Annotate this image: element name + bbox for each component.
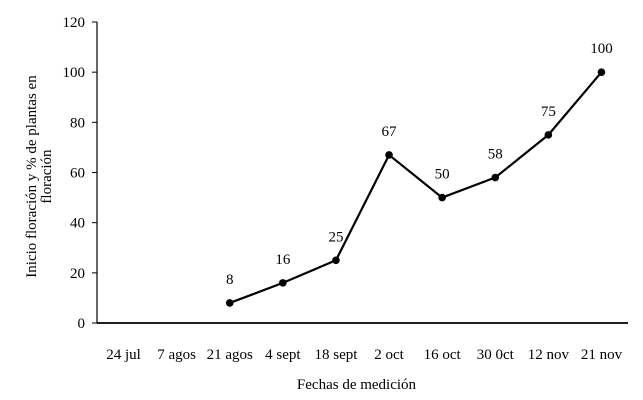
data-point: [544, 131, 553, 139]
data-point: [385, 151, 393, 159]
x-tick-label: 30 0ct: [477, 347, 515, 363]
y-axis-title: Inicio floración y % de plantas en flora…: [24, 75, 55, 278]
x-tick-label: 4 sept: [265, 347, 301, 363]
data-label: 25: [328, 229, 343, 245]
data-label: 67: [382, 124, 398, 140]
data-label: 8: [226, 272, 234, 288]
y-tick-label: 0: [78, 316, 86, 332]
y-axis-title-line-1: Inicio floración y % de plantas en: [24, 75, 40, 278]
data-label: 58: [488, 147, 503, 163]
y-axis-title-line-2: floración: [39, 149, 55, 204]
y-axis-ticks: 0 20 40 60 80 100 120: [63, 15, 97, 332]
x-tick-label: 18 sept: [314, 347, 358, 363]
series-layer: 8 16 25 67 50 58 75 100: [225, 41, 613, 307]
y-tick-label: 120: [63, 15, 86, 31]
data-point: [279, 279, 287, 287]
x-tick-label: 7 agos: [157, 347, 196, 363]
y-tick-label: 20: [70, 266, 85, 282]
series-line: [229, 71, 603, 304]
data-point: [332, 256, 340, 265]
x-axis-title: Fechas de medición: [297, 377, 417, 393]
x-tick-label: 2 oct: [374, 347, 404, 363]
y-tick-label: 40: [70, 216, 85, 232]
x-tick-label: 24 jul: [106, 347, 141, 363]
data-point: [597, 68, 606, 76]
data-point: [438, 193, 446, 202]
data-point: [225, 299, 234, 307]
x-axis-ticks: 24 jul 7 agos 21 agos 4 sept 18 sept 2 oct 16 …: [106, 347, 622, 363]
y-tick-label: 100: [63, 65, 86, 81]
x-tick-label: 21 nov: [581, 347, 623, 363]
y-tick-label: 60: [70, 166, 85, 182]
x-tick-label: 21 agos: [207, 347, 253, 363]
y-tick-label: 80: [70, 115, 85, 131]
data-point: [491, 173, 500, 182]
x-tick-label: 16 oct: [424, 347, 462, 363]
data-label: 16: [275, 252, 291, 268]
data-label: 100: [590, 41, 613, 57]
data-label: 75: [541, 104, 556, 120]
x-tick-label: 12 nov: [528, 347, 570, 363]
data-label: 50: [435, 167, 450, 183]
